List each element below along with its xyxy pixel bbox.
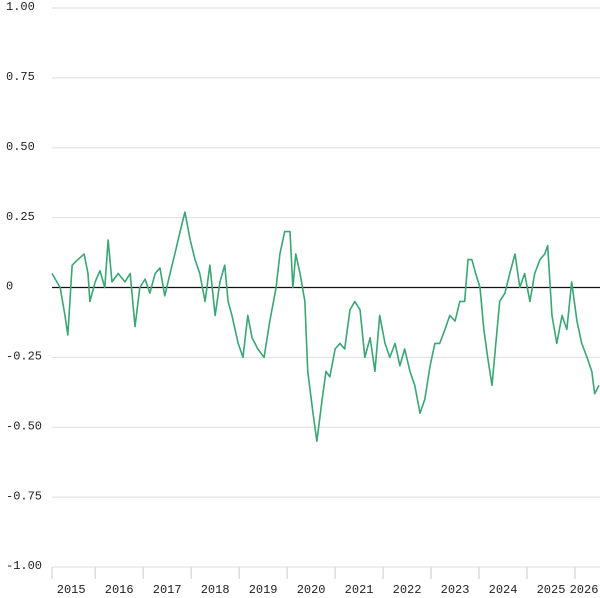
x-tick-label: 2021: [345, 583, 374, 597]
y-tick-label: -0.75: [6, 489, 42, 503]
x-tick-label: 2019: [249, 583, 278, 597]
series-line: [51, 211, 600, 443]
y-tick-label: -0.25: [6, 350, 42, 364]
x-tick-label: 2015: [57, 583, 86, 597]
y-tick-label: 0.75: [6, 70, 35, 84]
y-tick-label: 1.00: [6, 0, 35, 14]
x-tick-label: 2020: [297, 583, 326, 597]
x-tick-label: 2025: [537, 583, 566, 597]
x-tick-label: 2023: [441, 583, 470, 597]
x-tick-label: 2018: [201, 583, 230, 597]
y-tick-label: -1.00: [6, 559, 42, 573]
x-tick-label: 2026: [570, 583, 599, 597]
y-tick-label: 0.50: [6, 140, 35, 154]
y-tick-label: 0: [6, 280, 13, 294]
y-tick-label: -0.50: [6, 419, 42, 433]
x-tick-label: 2016: [105, 583, 134, 597]
x-tick-label: 2024: [489, 583, 518, 597]
x-tick-label: 2017: [153, 583, 182, 597]
x-tick-label: 2022: [393, 583, 422, 597]
y-tick-label: 0.25: [6, 210, 35, 224]
